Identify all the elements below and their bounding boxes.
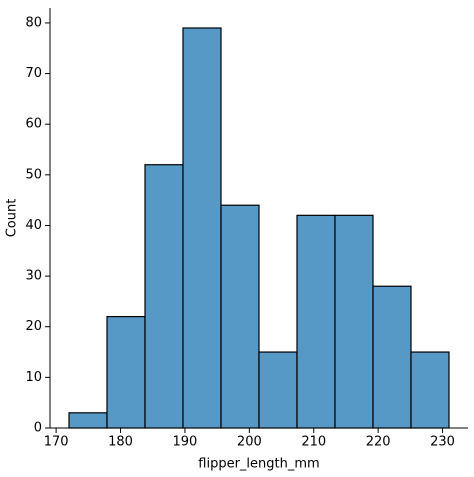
y-tick-label: 50	[25, 167, 42, 182]
bar	[372, 285, 412, 429]
x-tick-label: 210	[301, 435, 326, 450]
y-tick-label: 10	[25, 370, 42, 385]
x-tick-label: 230	[430, 435, 455, 450]
x-tick-label: 200	[237, 435, 262, 450]
x-tick-label: 180	[108, 435, 133, 450]
y-tick-label: 80	[25, 15, 42, 30]
bar	[220, 204, 260, 429]
bar	[106, 316, 146, 429]
bar	[144, 164, 184, 429]
bar	[258, 351, 298, 429]
y-tick-label: 30	[25, 269, 42, 284]
x-tick-label: 190	[173, 435, 198, 450]
bar	[182, 27, 222, 429]
y-tick-label: 60	[25, 117, 42, 132]
x-tick-label: 170	[44, 435, 69, 450]
bar	[68, 412, 108, 429]
bar	[296, 214, 336, 429]
y-tick-label: 0	[34, 421, 42, 436]
y-tick-label: 20	[25, 319, 42, 334]
y-tick-label: 40	[25, 218, 42, 233]
bar	[334, 214, 374, 429]
x-tick-label: 220	[366, 435, 391, 450]
y-axis-label: Count	[5, 199, 20, 238]
x-axis-label: flipper_length_mm	[198, 457, 319, 472]
y-tick-label: 70	[25, 66, 42, 81]
bar	[410, 351, 450, 429]
